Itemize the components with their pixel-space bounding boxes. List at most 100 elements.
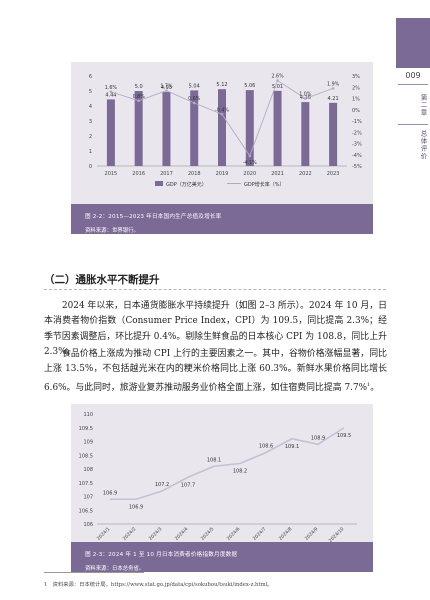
- gdp-value-label: 4.21: [328, 96, 339, 102]
- right-tick-label: 2%: [352, 85, 360, 91]
- paragraph-1: 2024 年以来，日本通货膨胀水平持续提升（如图 2–3 所示）。2024 年 …: [44, 301, 387, 357]
- chapter-title: 总体评价: [419, 130, 427, 160]
- right-tick-label: -3%: [352, 142, 362, 148]
- caption-title: 图 2-3：2024 年 1 至 10 月日本消费者价格指数月度数据: [85, 552, 238, 558]
- left-tick-label: 2: [89, 134, 92, 140]
- growth-value-label: 1.6%: [105, 85, 118, 91]
- x-tick-label: 2020: [243, 171, 256, 177]
- x-tick-label: 2024/3: [148, 526, 164, 542]
- cpi-value-label: 108.6: [259, 444, 273, 450]
- gdp-bar: [329, 102, 338, 166]
- y-tick-label: 108.5: [79, 453, 93, 459]
- growth-value-label: -0.4%: [215, 107, 229, 113]
- gdp-bar: [162, 92, 171, 166]
- left-tick-label: 4: [89, 104, 92, 110]
- gdp-value-label: 4.93: [161, 85, 172, 91]
- x-tick-label: 2024/5: [200, 526, 216, 542]
- growth-point: [304, 97, 307, 100]
- legend-gdp-swatch: [155, 181, 163, 186]
- gdp-bar: [245, 90, 254, 166]
- footnote-divider: [44, 572, 144, 573]
- growth-value-label: 1.0%: [299, 92, 312, 98]
- chapter-label: 第二章: [419, 93, 427, 117]
- gdp-value-label: 5.01: [272, 84, 283, 90]
- x-tick-label: 2024/10: [328, 526, 346, 542]
- growth-value-label: -4.1%: [243, 160, 257, 166]
- growth-value-label: 1.7%: [160, 84, 173, 90]
- growth-point: [137, 99, 140, 103]
- y-tick-label: 109: [83, 440, 93, 446]
- cpi-value-label: 106.9: [129, 504, 143, 510]
- growth-point: [220, 112, 224, 116]
- y-tick-label: 109.5: [79, 426, 93, 432]
- footnote: 1 资料来源：日本统计局，https://www.stat.go.jp/data…: [44, 582, 273, 588]
- growth-point: [192, 101, 196, 105]
- y-tick-label: 110: [83, 412, 93, 418]
- left-tick-label: 3: [89, 119, 92, 125]
- caption-source: 资料来源：日本总务省。: [85, 566, 145, 572]
- left-tick-label: 0: [89, 164, 92, 170]
- x-tick-label: 2024/7: [252, 526, 268, 542]
- section-heading: （二）通胀水平不断提升: [44, 274, 160, 286]
- paragraph-2: 食品价格上涨成为推动 CPI 上行的主要因素之一。其中，谷物价格涨幅显著，同比上…: [44, 349, 387, 393]
- x-tick-label: 2024/1: [96, 526, 112, 542]
- cpi-line: [110, 427, 345, 501]
- x-tick-label: 2023: [327, 171, 340, 177]
- x-tick-label: 2017: [160, 171, 173, 177]
- x-tick-label: 2024/2: [122, 526, 138, 542]
- divider: [398, 84, 428, 85]
- right-tick-label: -2%: [352, 130, 362, 136]
- page-number: 009: [405, 71, 421, 80]
- gdp-value-label: 5.12: [216, 82, 227, 88]
- growth-value-label: 0.8%: [133, 94, 146, 100]
- right-tick-label: 1%: [352, 97, 360, 103]
- y-tick-label: 107.5: [79, 481, 93, 487]
- gdp-chart-caption: 图 2-2：2015—2023 年日本国内生产总值及增长率 资料来源：世界银行。: [71, 204, 373, 234]
- growth-value-label: 0.6%: [188, 96, 201, 102]
- x-tick-label: 2018: [188, 171, 201, 177]
- gdp-bar: [273, 90, 282, 166]
- growth-point: [109, 90, 113, 94]
- growth-point: [276, 79, 279, 82]
- right-tick-label: -1%: [352, 119, 362, 125]
- gdp-bar: [190, 90, 199, 166]
- legend-growth-label: GDP增长率（%）: [244, 181, 285, 188]
- left-tick-label: 1: [89, 149, 92, 155]
- footnote-ref: 1: [367, 381, 371, 388]
- cpi-chart: 106 106.5 107 107.5 108 108.5 109 109.5 110 2024/…: [79, 412, 357, 544]
- chapter-tab: [396, 18, 430, 68]
- gdp-value-label: 4.44: [105, 92, 116, 98]
- left-tick-label: 6: [89, 74, 92, 80]
- cpi-value-label: 107.7: [181, 482, 195, 488]
- gdp-value-label: 5.04: [189, 83, 200, 89]
- growth-point: [165, 89, 168, 92]
- legend-gdp-label: GDP（万亿美元）: [166, 181, 207, 188]
- right-tick-label: -4%: [352, 153, 362, 159]
- cpi-value-label: 106.9: [103, 490, 117, 496]
- cpi-value-label: 108.2: [233, 469, 247, 475]
- x-tick-label: 2024/9: [304, 526, 320, 542]
- caption-source: 资料来源：世界银行。: [85, 228, 139, 234]
- cpi-value-label: 109.5: [337, 433, 351, 439]
- y-tick-label: 106: [83, 522, 93, 528]
- cpi-chart-panel: 106 106.5 107 107.5 108 108.5 109 109.5 110 2024/…: [71, 404, 373, 544]
- x-tick-label: 2024/6: [226, 526, 242, 542]
- cpi-value-label: 108.1: [207, 457, 221, 463]
- y-tick-label: 106.5: [79, 508, 93, 514]
- x-tick-label: 2022: [299, 171, 312, 177]
- right-tick-label: 3%: [352, 74, 360, 80]
- x-tick-label: 2021: [271, 171, 284, 177]
- section-divider: [44, 289, 386, 290]
- cpi-value-label: 108.9: [311, 435, 325, 441]
- x-tick-label: 2019: [216, 171, 229, 177]
- cpi-chart-caption: 图 2-3：2024 年 1 至 10 月日本消费者价格指数月度数据 资料来源：…: [71, 542, 373, 572]
- growth-value-label: 1.9%: [327, 81, 340, 87]
- caption-title: 图 2-2：2015—2023 年日本国内生产总值及增长率: [85, 214, 222, 220]
- growth-value-label: 2.6%: [271, 74, 284, 80]
- growth-point: [331, 87, 335, 90]
- cpi-value-label: 107.2: [155, 482, 169, 488]
- gdp-bar: [106, 99, 115, 166]
- gdp-bar: [301, 102, 310, 166]
- gdp-bar: [218, 89, 226, 166]
- left-tick-label: 5: [89, 89, 92, 95]
